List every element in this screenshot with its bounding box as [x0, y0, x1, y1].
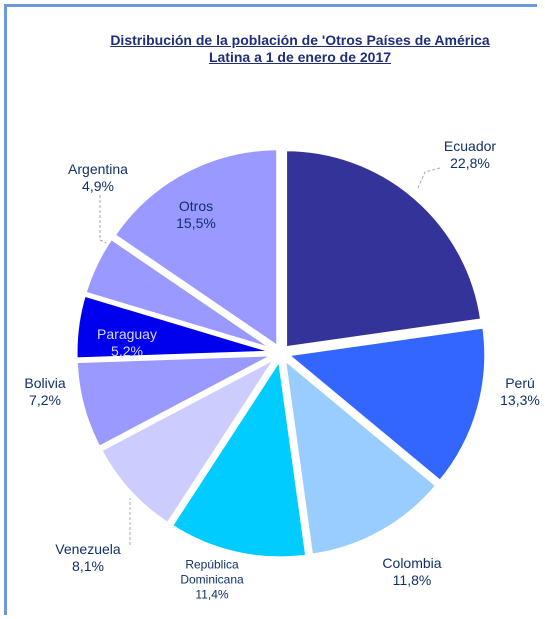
pie-slice	[83, 236, 276, 352]
pie-slice	[282, 355, 439, 557]
slice-label: Argentina 4,9%	[68, 161, 128, 195]
category-name: Bolivia	[24, 375, 66, 391]
category-name: Paraguay	[97, 326, 157, 342]
value-label: 22,8%	[450, 155, 490, 171]
slice-label: Ecuador 22,8%	[444, 138, 496, 172]
slice-label: República Dominicana 11,4%	[162, 558, 262, 603]
slice-label: Colombia 11,8%	[382, 555, 441, 589]
pie-slice	[284, 148, 484, 350]
category-name: Venezuela	[55, 541, 121, 557]
slice-label: Otros 15,5%	[176, 198, 216, 232]
value-label: 4,9%	[82, 178, 114, 194]
category-name: Colombia	[382, 555, 442, 571]
chart-title: Distribución de la población de 'Otros P…	[110, 32, 490, 65]
category-name: Otros	[178, 198, 214, 214]
leader-line	[99, 195, 114, 247]
leader-lines	[99, 167, 441, 545]
frame	[4, 4, 537, 615]
value-label: 8,1%	[72, 558, 104, 574]
slice-label: Bolivia 7,2%	[24, 375, 65, 409]
category-name: República Dominicana	[180, 557, 244, 587]
pie-slice	[74, 293, 275, 361]
category-name: Argentina	[68, 161, 128, 177]
value-label: 5,2%	[111, 343, 143, 359]
pie-slice	[98, 353, 281, 526]
value-label: 13,3%	[500, 392, 540, 408]
pie-slice	[112, 147, 280, 350]
pie-slice	[284, 325, 488, 484]
slice-label: Paraguay 5,2%	[97, 326, 157, 360]
pie-slice	[74, 353, 275, 450]
value-label: 7,2%	[29, 392, 61, 408]
category-name: Ecuador	[443, 138, 497, 154]
slice-label: Venezuela 8,1%	[55, 541, 120, 575]
pie-slice	[169, 355, 309, 560]
category-name: Perú	[505, 375, 535, 391]
leader-line	[417, 167, 441, 189]
value-label: 15,5%	[176, 215, 216, 231]
value-label: 11,8%	[392, 572, 432, 588]
slice-label: Perú 13,3%	[500, 375, 540, 409]
value-label: 11,4%	[195, 587, 229, 602]
